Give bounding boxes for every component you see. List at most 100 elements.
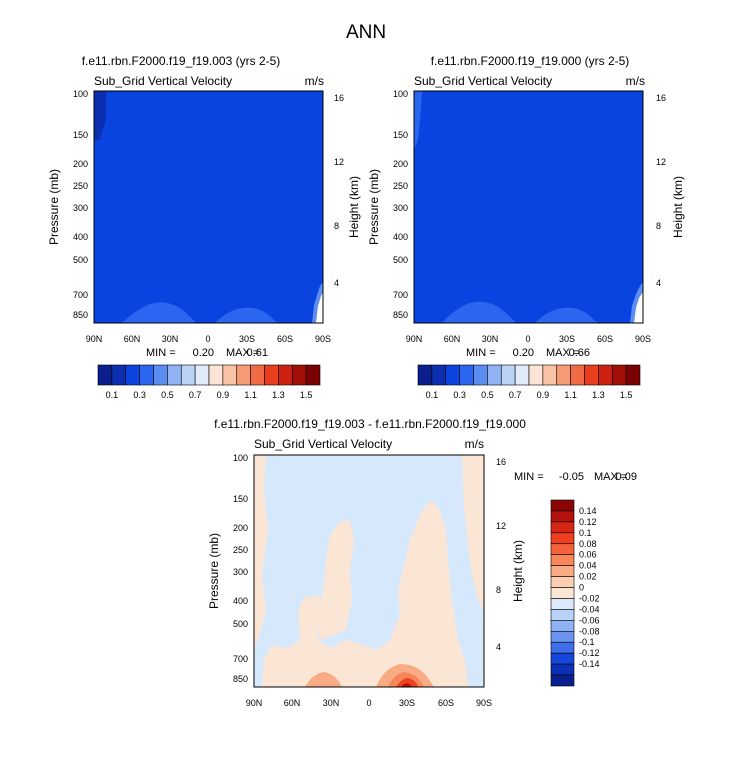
colorbar-difference: 0.140.120.10.080.060.040.020-0.02-0.04-0… bbox=[550, 499, 600, 687]
colorbar-swatch bbox=[550, 598, 575, 610]
colorbar-swatch bbox=[125, 364, 140, 386]
colorbar-label: -0.1 bbox=[579, 637, 595, 647]
contour-region bbox=[634, 292, 643, 323]
x-ticks: 90N 60N 30N 0 30S 60S 90S bbox=[406, 334, 651, 344]
contour-region bbox=[262, 500, 468, 687]
colorbar-swatch bbox=[584, 364, 599, 386]
y-tick-label: 4 bbox=[334, 278, 339, 288]
colorbar-swatch bbox=[550, 543, 575, 556]
colorbar-swatch bbox=[222, 364, 238, 386]
colorbar-right: 0.1 0.3 0.5 0.7 0.9 1.1 1.3 1.5 bbox=[417, 364, 641, 400]
y-tick-label: 850 bbox=[233, 674, 248, 684]
y-tick-label: 300 bbox=[233, 567, 248, 577]
y-tick-label: 100 bbox=[393, 89, 408, 99]
colorbar-swatch bbox=[487, 364, 502, 386]
y-tick-label: 850 bbox=[393, 310, 408, 320]
colorbar-swatch bbox=[550, 510, 575, 523]
y-tick-label: 250 bbox=[393, 181, 408, 191]
colorbar-swatch bbox=[208, 364, 224, 386]
y-tick-label: 4 bbox=[496, 642, 501, 652]
colorbar-label: 0.7 bbox=[189, 390, 202, 400]
min-label: MIN = bbox=[466, 347, 496, 359]
min-label: MIN = bbox=[514, 471, 544, 483]
x-tick-label: 0 bbox=[525, 334, 530, 344]
colorbar-swatch bbox=[139, 364, 154, 386]
colorbar-label: 0.02 bbox=[579, 572, 597, 582]
contour-region bbox=[122, 302, 196, 323]
colorbar-swatch bbox=[431, 364, 447, 386]
colorbar-swatch bbox=[153, 364, 168, 386]
panel-2: f.e11.rbn.F2000.f19_f19.000 (yrs 2-5) Su… bbox=[367, 54, 685, 359]
panel-units: m/s bbox=[305, 74, 324, 88]
colorbar-swatch bbox=[550, 630, 575, 643]
plot-frame bbox=[413, 90, 644, 324]
colorbar-swatch bbox=[542, 364, 558, 386]
y-tick-label: 16 bbox=[334, 93, 344, 103]
x-tick-label: 30N bbox=[482, 334, 499, 344]
max-value: 0.66 bbox=[569, 347, 590, 359]
x-tick-label: 90N bbox=[406, 334, 423, 344]
panel-subtitle: Sub_Grid Vertical Velocity bbox=[414, 74, 552, 88]
colorbar-swatch bbox=[194, 364, 210, 386]
y-tick-label: 200 bbox=[233, 523, 248, 533]
contour-region bbox=[462, 455, 484, 612]
y-tick-label: 150 bbox=[233, 494, 248, 504]
colorbar-label: 1.1 bbox=[244, 390, 257, 400]
y-tick-label: 400 bbox=[233, 596, 248, 606]
y-tick-label: 200 bbox=[393, 159, 408, 169]
y-ticks-left: 100 150 200 250 300 400 500 700 850 bbox=[233, 453, 248, 684]
colorbar-swatch bbox=[611, 364, 627, 386]
colorbar-swatch bbox=[550, 652, 575, 665]
x-tick-label: 60N bbox=[444, 334, 461, 344]
y-tick-label: 150 bbox=[393, 130, 408, 140]
colorbar-swatch bbox=[278, 364, 293, 386]
max-value: 0.61 bbox=[247, 347, 268, 359]
colorbar-label: 0.12 bbox=[579, 517, 597, 527]
colorbar-label: 1.1 bbox=[564, 390, 577, 400]
max-label: MAX = bbox=[594, 471, 627, 483]
min-value: -0.05 bbox=[559, 471, 584, 483]
plot-background bbox=[94, 91, 323, 323]
colorbar-swatch bbox=[473, 364, 488, 386]
panel-units: m/s bbox=[626, 74, 645, 88]
max-value: 0.09 bbox=[616, 471, 637, 483]
colorbar-swatch bbox=[250, 364, 265, 386]
panel-title: f.e11.rbn.F2000.f19_f19.003 - f.e11.rbn.… bbox=[214, 417, 526, 431]
colorbar-label: 0.1 bbox=[426, 390, 439, 400]
contour-region bbox=[94, 91, 106, 140]
plot-background bbox=[414, 91, 643, 323]
colorbar-swatch bbox=[550, 663, 575, 676]
colorbar-label: 0.5 bbox=[481, 390, 494, 400]
y-ticks-right: 16 12 8 4 bbox=[656, 93, 666, 288]
y-tick-label: 500 bbox=[233, 619, 248, 629]
x-tick-label: 90S bbox=[635, 334, 651, 344]
y-tick-label: 8 bbox=[656, 221, 661, 231]
contour-region bbox=[442, 301, 516, 323]
x-tick-label: 30N bbox=[162, 334, 179, 344]
x-tick-label: 0 bbox=[205, 334, 210, 344]
plot-frame bbox=[93, 90, 324, 324]
colorbar-label: 0.3 bbox=[133, 390, 146, 400]
panel-subtitle: Sub_Grid Vertical Velocity bbox=[94, 74, 232, 88]
contour-region bbox=[305, 672, 342, 687]
colorbar-swatch bbox=[236, 364, 251, 386]
colorbar-swatch bbox=[550, 499, 575, 512]
x-tick-label: 30N bbox=[323, 698, 340, 708]
y-tick-label: 12 bbox=[334, 157, 344, 167]
colorbar-label: 0.04 bbox=[579, 561, 597, 571]
x-tick-label: 60N bbox=[124, 334, 141, 344]
x-tick-label: 30S bbox=[559, 334, 575, 344]
colorbar-swatch bbox=[550, 565, 575, 577]
colorbar-swatch bbox=[550, 532, 575, 545]
min-value: 0.20 bbox=[513, 347, 534, 359]
colorbar-left: 0.1 0.3 0.5 0.7 0.9 1.1 1.3 1.5 bbox=[97, 364, 321, 400]
colorbar-swatch bbox=[550, 674, 575, 687]
min-label: MIN = bbox=[146, 347, 176, 359]
max-label: MAX = bbox=[546, 347, 579, 359]
y-tick-label: 700 bbox=[233, 654, 248, 664]
colorbar-swatch bbox=[550, 587, 575, 599]
x-ticks: 90N 60N 30N 0 30S 60S 90S bbox=[246, 698, 492, 708]
colorbar-label: 0.3 bbox=[453, 390, 466, 400]
y-tick-label: 250 bbox=[73, 181, 88, 191]
